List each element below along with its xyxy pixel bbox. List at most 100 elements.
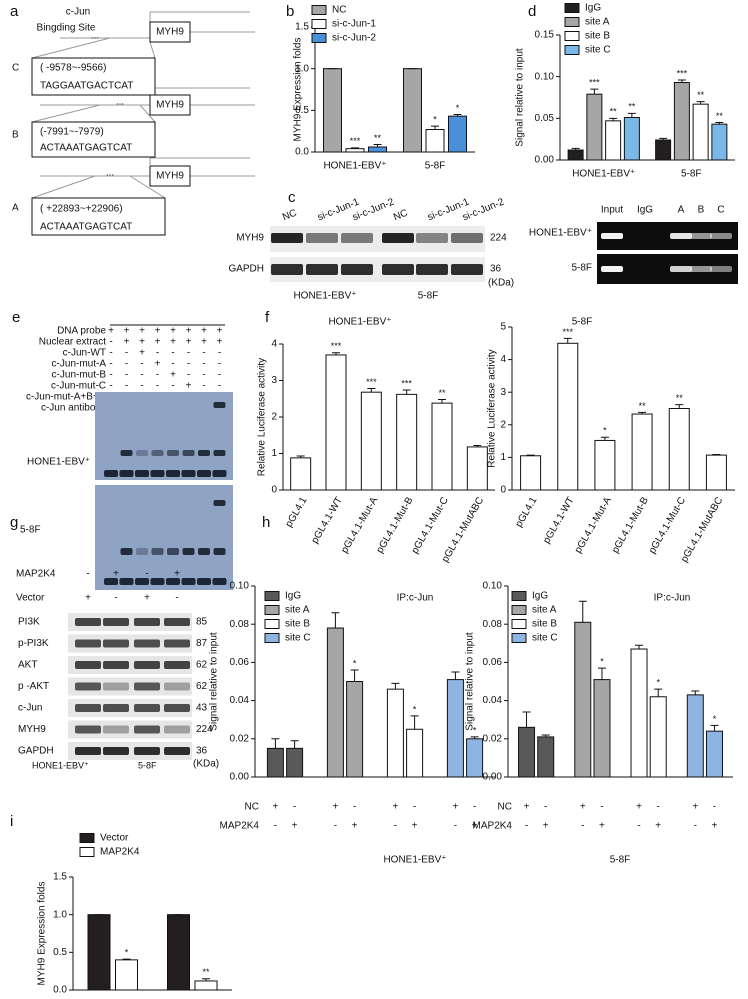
- y-tick-label: 0.08: [483, 619, 503, 630]
- sign: -: [140, 381, 143, 392]
- sign: +: [543, 821, 549, 832]
- connector: [149, 31, 255, 177]
- error-bar: [522, 711, 531, 728]
- blot-band: [164, 725, 190, 734]
- sign: -: [293, 802, 296, 813]
- error-bar: [710, 724, 719, 732]
- cell-label: HONE1-EBV⁺: [27, 457, 90, 468]
- error-bar: [712, 453, 721, 456]
- bar: [692, 103, 709, 161]
- legend-swatch: [79, 847, 95, 857]
- chart-title: IP:c-Jun: [654, 593, 691, 604]
- blot-band: [341, 264, 373, 275]
- blot-band: [103, 725, 129, 734]
- sign: -: [544, 802, 547, 813]
- connector: [31, 11, 250, 59]
- blot: [68, 613, 192, 631]
- sign: -: [109, 337, 112, 348]
- x-tick-label: HONE1-EBV⁺: [323, 161, 386, 172]
- y-tick-label: 0.06: [483, 657, 503, 668]
- kda-label: 36: [196, 746, 208, 757]
- blot-band: [120, 450, 133, 456]
- sign-row-label: NC: [245, 802, 259, 813]
- ellipsis: ...: [106, 168, 114, 179]
- blot-band: [104, 578, 118, 585]
- cell-label: HONE1-EBV⁺: [529, 228, 592, 239]
- blot-band: [164, 682, 190, 691]
- blot: [95, 485, 233, 590]
- blot-band: [416, 233, 448, 243]
- kda-label: 224: [196, 724, 213, 735]
- sign: -: [353, 802, 356, 813]
- blot: [270, 226, 485, 252]
- blot-band: [136, 548, 148, 555]
- blot-band: [197, 470, 211, 477]
- site-name: A: [12, 203, 19, 214]
- blot-band: [103, 639, 129, 648]
- sign: +: [292, 821, 298, 832]
- sign: +: [201, 326, 207, 337]
- protein-label: c-Jun: [18, 703, 42, 714]
- error-bar: [638, 411, 647, 415]
- sign: +: [139, 326, 145, 337]
- cell-label: 5-8F: [418, 291, 439, 302]
- bar: [668, 408, 690, 491]
- error-bar: [526, 454, 535, 456]
- kda-label: 62: [196, 681, 208, 692]
- sign: -: [175, 593, 178, 604]
- kda-label: 36: [490, 264, 502, 275]
- blot-band: [416, 264, 448, 275]
- blot: [68, 720, 192, 739]
- sign-row-label: MAP2K4: [473, 821, 513, 832]
- bar: [115, 959, 138, 991]
- y-tick-label: 0.10: [230, 581, 250, 592]
- significance: **: [202, 967, 210, 977]
- cell-label: HONE1-EBV⁺: [32, 760, 89, 770]
- bar: [406, 728, 424, 778]
- error-bar: [202, 978, 210, 981]
- legend-label: si-c-Jun-2: [332, 33, 376, 44]
- connector: [31, 175, 166, 199]
- ellipsis: ...: [116, 97, 124, 108]
- sign: -: [171, 359, 174, 370]
- significance: ***: [562, 327, 573, 337]
- y-tick-label: 0.04: [230, 695, 250, 706]
- y-tick-label: 3: [500, 387, 506, 398]
- error-bar: [590, 88, 599, 95]
- legend-label: IgG: [532, 591, 548, 602]
- sign: -: [334, 821, 337, 832]
- sign-row-label: MAP2K4: [220, 821, 260, 832]
- sign: -: [713, 802, 716, 813]
- blot-band: [75, 747, 101, 755]
- sign-row-label: NC: [498, 802, 512, 813]
- sign: -: [202, 370, 205, 381]
- y-tick-label: 1.0: [295, 63, 309, 74]
- blot-band: [213, 548, 226, 555]
- sign: -: [525, 821, 528, 832]
- sign: -: [657, 802, 660, 813]
- sign: +: [412, 821, 418, 832]
- diagram-a: c-Jun Bingding Site ... ... ... MYH9 MYH…: [12, 7, 255, 236]
- error-bar: [659, 137, 668, 140]
- blot-band: [150, 578, 165, 585]
- y-tick-label: 0.10: [483, 581, 503, 592]
- legend-swatch: [311, 5, 327, 15]
- bar: [605, 120, 622, 161]
- sign: -: [145, 569, 148, 580]
- error-bar: [290, 740, 299, 749]
- blot-band: [75, 618, 101, 626]
- error-bar: [350, 669, 359, 682]
- sign: -: [140, 359, 143, 370]
- bar: [323, 68, 342, 153]
- lane-label: NC: [281, 208, 299, 224]
- blot: [68, 656, 192, 674]
- blot-band: [103, 682, 129, 691]
- blot-band: [119, 578, 134, 585]
- bar: [586, 93, 603, 161]
- gene-box: [149, 21, 191, 43]
- blot-band: [75, 704, 101, 712]
- y-tick-label: 1.5: [295, 22, 309, 33]
- blot-band: [181, 578, 196, 585]
- y-tick-label: 5: [500, 322, 506, 333]
- sign: +: [599, 821, 605, 832]
